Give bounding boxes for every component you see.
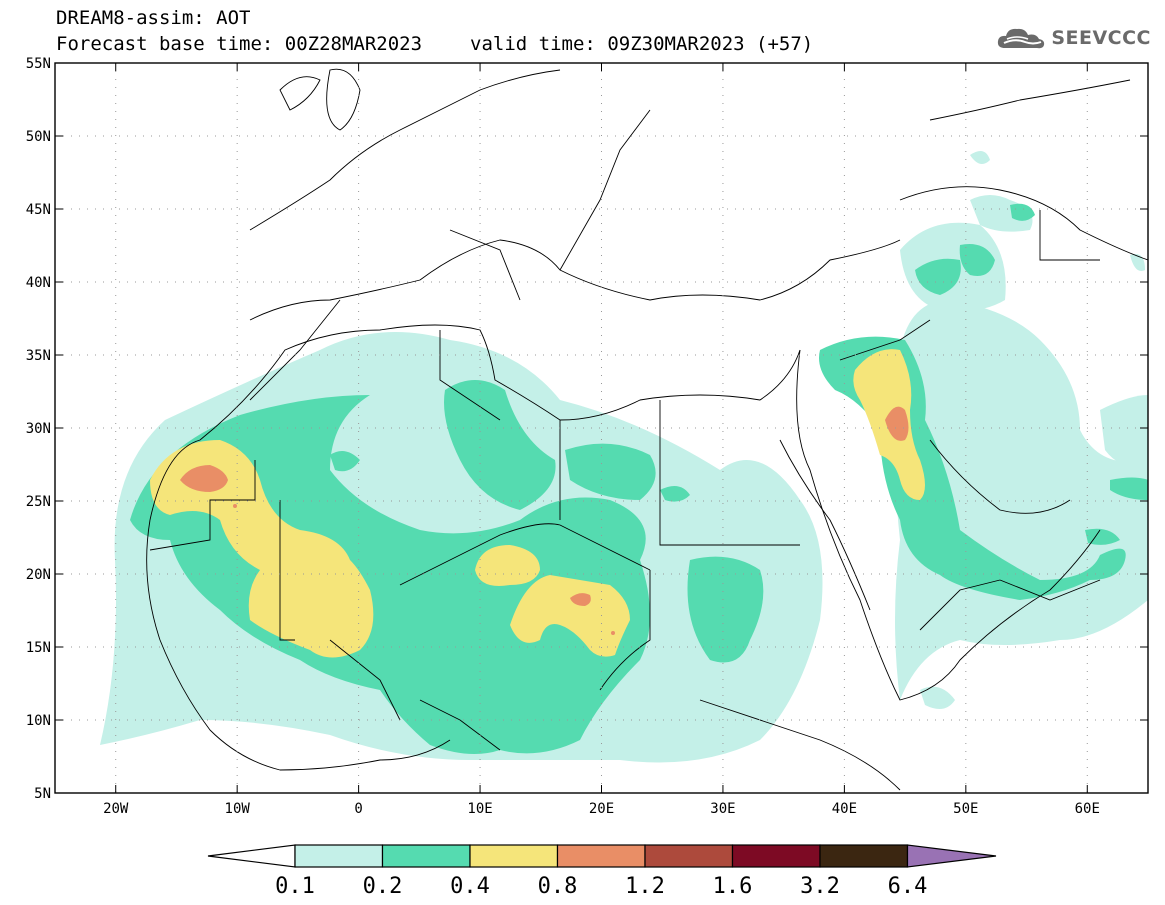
lat-tick-label: 55N xyxy=(26,56,51,72)
lat-tick-label: 35N xyxy=(26,348,51,364)
colorbar-label: 0.2 xyxy=(363,874,403,899)
time-info: Forecast base time: 00Z28MAR2023 valid ti… xyxy=(56,34,813,54)
colorbar-label: 0.4 xyxy=(450,874,490,899)
lon-tick-label: 10W xyxy=(225,801,251,817)
colorbar-segment xyxy=(294,844,384,868)
logo-text: SEEVCCC xyxy=(1051,27,1151,49)
colorbar-label: 1.6 xyxy=(713,874,753,899)
lon-tick-label: 30E xyxy=(710,801,735,817)
lon-tick-label: 20E xyxy=(589,801,614,817)
lat-tick-label: 50N xyxy=(26,129,51,145)
map-grid xyxy=(55,63,1148,793)
colorbar-label: 0.1 xyxy=(275,874,315,899)
lon-tick-label: 10E xyxy=(467,801,492,817)
seevccc-logo: SEEVCCC xyxy=(995,24,1151,52)
lat-tick-label: 25N xyxy=(26,494,51,510)
base-time: Forecast base time: 00Z28MAR2023 xyxy=(56,33,423,55)
lat-tick-label: 20N xyxy=(26,567,51,583)
coastlines xyxy=(146,68,1148,791)
colorbar-left-extend xyxy=(207,844,296,868)
lon-tick-label: 40E xyxy=(832,801,857,817)
colorbar-segment xyxy=(381,844,471,868)
lat-tick-label: 5N xyxy=(34,786,51,802)
lon-tick-label: 50E xyxy=(953,801,978,817)
lon-tick-label: 60E xyxy=(1075,801,1100,817)
lon-tick-label: 0 xyxy=(354,801,362,817)
aot-contours xyxy=(100,151,1148,763)
colorbar-label: 6.4 xyxy=(888,874,928,899)
colorbar-segment xyxy=(556,844,646,868)
lat-tick-label: 10N xyxy=(26,713,51,729)
axis-ticks: 20W 10W 0 10E 20E 30E 40E 50E 60E 55N 50N 45N 40N 35N… xyxy=(26,56,1148,817)
map-title: DREAM8-assim: AOT xyxy=(56,7,251,29)
colorbar-segment xyxy=(819,844,909,868)
colorbar-segment xyxy=(469,844,559,868)
valid-time: valid time: 09Z30MAR2023 (+57) xyxy=(470,33,814,55)
lat-tick-label: 15N xyxy=(26,640,51,656)
colorbar-segment xyxy=(731,844,821,868)
colorbar-label: 1.2 xyxy=(625,874,665,899)
colorbar-label: 0.8 xyxy=(538,874,578,899)
colorbar-segment xyxy=(644,844,734,868)
lat-tick-label: 40N xyxy=(26,275,51,291)
lat-tick-label: 45N xyxy=(26,202,51,218)
colorbar-label: 3.2 xyxy=(800,874,840,899)
lon-tick-label: 20W xyxy=(103,801,129,817)
lat-tick-label: 30N xyxy=(26,421,51,437)
cloud-icon xyxy=(998,28,1045,49)
colorbar-right-extend xyxy=(906,844,997,868)
